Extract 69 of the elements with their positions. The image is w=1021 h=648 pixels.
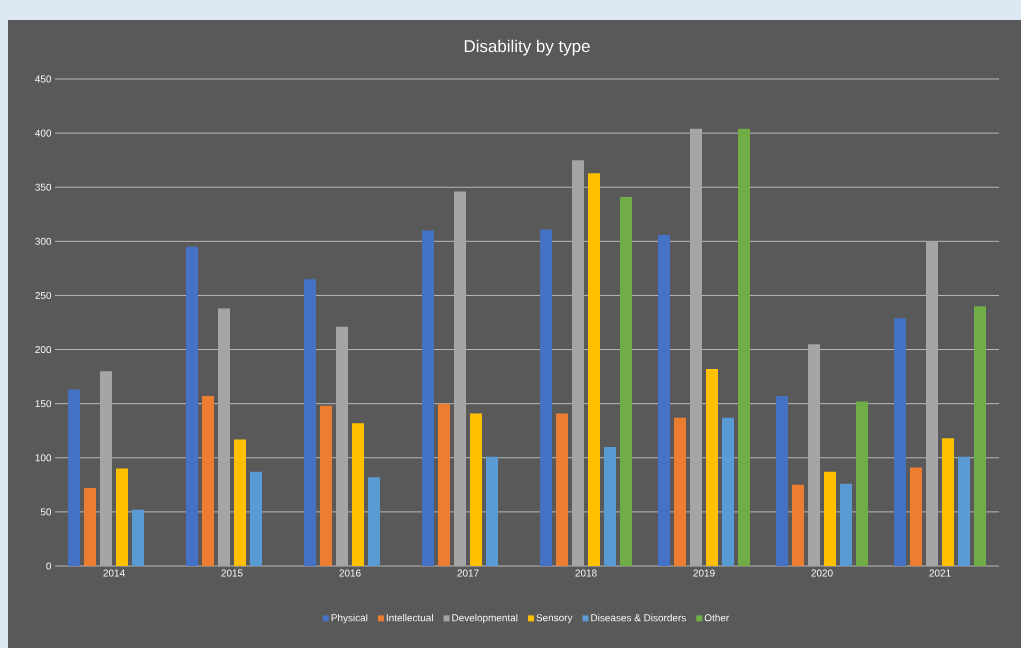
bar <box>588 173 600 566</box>
bar <box>792 484 805 566</box>
bar <box>320 405 332 566</box>
legend-label: Sensory <box>536 614 573 624</box>
bar <box>808 344 821 566</box>
bar <box>824 471 837 566</box>
y-tick-label: 0 <box>46 562 52 570</box>
bar <box>454 191 466 566</box>
y-tick-label: 150 <box>35 400 52 408</box>
bar <box>100 371 112 566</box>
x-tick-label: 2020 <box>811 569 833 577</box>
chart-title: Disability by type <box>464 39 590 56</box>
bar <box>218 308 230 566</box>
bar <box>658 234 670 566</box>
bar <box>422 230 434 566</box>
bar <box>910 467 923 566</box>
bar <box>894 318 907 566</box>
bar <box>942 438 955 566</box>
bar <box>974 306 987 566</box>
y-tick-label: 400 <box>35 129 52 137</box>
bar <box>352 423 364 566</box>
bar <box>572 160 584 566</box>
bar <box>674 417 686 566</box>
bar <box>438 403 450 566</box>
bar <box>958 456 971 566</box>
bar <box>132 509 144 566</box>
bar <box>776 396 788 566</box>
x-tick-label: 2021 <box>929 569 951 577</box>
legend-label: Physical <box>331 614 368 624</box>
bar <box>470 413 482 566</box>
y-tick-label: 50 <box>40 508 52 516</box>
y-tick-label: 250 <box>35 291 52 299</box>
x-tick-label: 2018 <box>575 569 597 577</box>
bar <box>202 396 214 566</box>
bar <box>486 456 498 566</box>
bar <box>690 128 702 566</box>
bar <box>250 471 262 566</box>
bar <box>234 439 246 566</box>
bar <box>926 241 939 566</box>
bar <box>540 229 552 566</box>
bar <box>738 128 751 566</box>
y-tick-label: 350 <box>35 183 52 191</box>
legend-label: Intellectual <box>386 614 433 622</box>
x-tick-label: 2015 <box>221 569 243 577</box>
y-tick-label: 200 <box>35 346 52 354</box>
y-tick-label: 300 <box>35 237 52 245</box>
bar <box>706 369 718 566</box>
bar <box>840 483 853 566</box>
legend-label: Developmental <box>452 614 518 624</box>
x-tick-label: 2014 <box>103 569 125 577</box>
y-tick-label: 100 <box>35 454 52 462</box>
bar <box>604 446 616 566</box>
bar <box>722 417 734 566</box>
bar <box>620 196 632 566</box>
x-tick-label: 2017 <box>457 569 479 577</box>
bar <box>186 246 198 566</box>
legend-label: Other <box>704 614 730 622</box>
x-tick-label: 2019 <box>693 569 715 577</box>
x-tick-label: 2016 <box>339 569 361 577</box>
bar <box>84 488 96 566</box>
bar <box>116 468 128 566</box>
bar <box>304 279 316 566</box>
legend-label: Diseases & Disorders <box>591 614 686 622</box>
bar <box>336 326 348 566</box>
bar <box>556 413 568 566</box>
bar <box>368 477 380 566</box>
bar <box>856 401 869 566</box>
bar <box>68 389 80 566</box>
y-tick-label: 450 <box>35 75 52 83</box>
